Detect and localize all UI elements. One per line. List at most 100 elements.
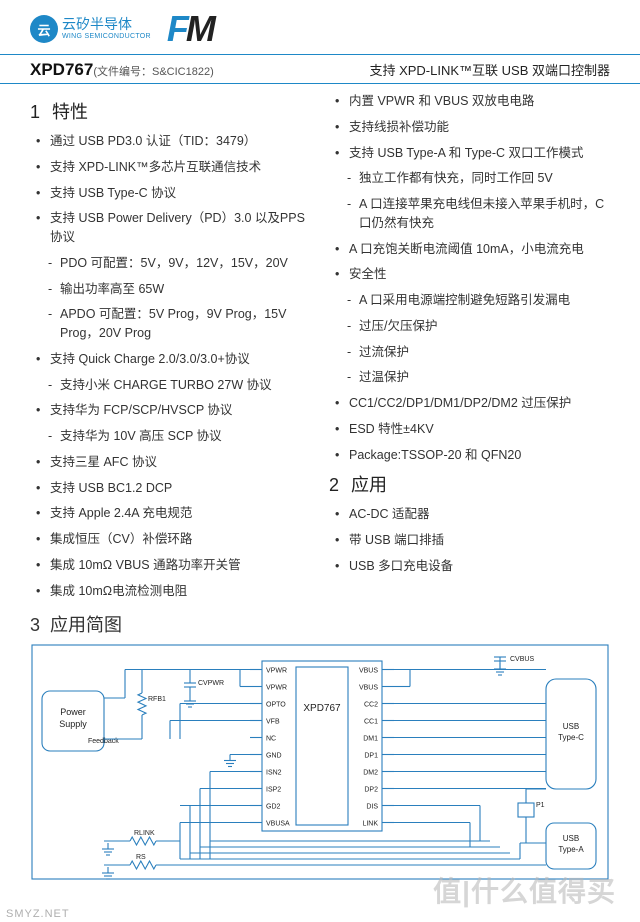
svg-text:CC1: CC1 (364, 719, 378, 726)
features-heading: 1 特性 (30, 98, 311, 124)
feature-item: 支持华为 10V 高压 SCP 协议 (36, 427, 311, 446)
diagram-title: 应用简图 (50, 615, 122, 635)
fm-logo: FM (167, 8, 213, 50)
svg-text:CVPWR: CVPWR (198, 680, 224, 687)
svg-text:GND: GND (266, 753, 282, 760)
feature-item: 输出功率高至 65W (36, 280, 311, 299)
watermark: 值|什么值得买 (433, 870, 616, 910)
svg-text:Type-C: Type-C (558, 733, 584, 742)
features-title: 特性 (52, 102, 88, 122)
feature-item: 集成 10mΩ VBUS 通路功率开关管 (36, 556, 311, 575)
svg-text:ISN2: ISN2 (266, 770, 282, 777)
product-description: 支持 XPD-LINK™互联 USB 双端口控制器 (369, 55, 610, 79)
wing-logo-text: 云矽半导体 WING SEMICONDUCTOR (62, 17, 151, 40)
svg-text:DP1: DP1 (364, 753, 378, 760)
diagram-num: 3 (30, 615, 40, 635)
svg-text:Power: Power (60, 707, 86, 717)
feature-item: 通过 USB PD3.0 认证（TID：3479） (36, 132, 311, 151)
svg-text:USB: USB (563, 722, 579, 731)
svg-text:Supply: Supply (59, 719, 87, 729)
diagram-section: 3 应用简图 XPD767 VPWR VPWR OPTO VFB NC GND ISN2 ISP… (0, 611, 640, 881)
applications-list: AC-DC 适配器带 USB 端口排插 USB 多口充电设备 (329, 505, 610, 575)
title-row: XPD767(文件编号：S&CIC1822) 支持 XPD-LINK™互联 US… (0, 54, 640, 84)
features-list-right: 内置 VPWR 和 VBUS 双放电电路支持线损补偿功能支持 USB Type-… (329, 92, 610, 464)
feature-item: 支持小米 CHARGE TURBO 27W 协议 (36, 376, 311, 395)
features-list: 通过 USB PD3.0 认证（TID：3479） 支持 XPD-LINK™多芯片… (30, 132, 311, 600)
fm-m: M (186, 8, 213, 50)
left-column: 1 特性 通过 USB PD3.0 认证（TID：3479） 支持 XPD-LINK… (30, 92, 311, 607)
svg-text:DIS: DIS (366, 804, 378, 811)
content-columns: 1 特性 通过 USB PD3.0 认证（TID：3479） 支持 XPD-LINK… (0, 84, 640, 607)
feature-item: 内置 VPWR 和 VBUS 双放电电路 (335, 92, 610, 111)
part-number: XPD767 (30, 57, 93, 79)
feature-item: USB 多口充电设备 (335, 557, 610, 576)
feature-item: 集成 10mΩ电流检测电阻 (36, 582, 311, 601)
svg-text:LINK: LINK (362, 821, 378, 828)
right-column: 内置 VPWR 和 VBUS 双放电电路支持线损补偿功能支持 USB Type-… (329, 92, 610, 607)
svg-text:VBUS: VBUS (359, 668, 378, 675)
feature-item: 支持 USB BC1.2 DCP (36, 479, 311, 498)
feature-item: A 口充饱关断电流阈值 10mA，小电流充电 (335, 240, 610, 259)
watermark-brand: 值|什么值得买 (433, 876, 616, 907)
feature-item: 支持 Apple 2.4A 充电规范 (36, 504, 311, 523)
svg-text:RFB1: RFB1 (148, 696, 166, 703)
wing-en: WING SEMICONDUCTOR (62, 33, 151, 41)
feature-item: AC-DC 适配器 (335, 505, 610, 524)
svg-text:OPTO: OPTO (266, 702, 286, 709)
feature-item: ESD 特性±4KV (335, 420, 610, 439)
feature-item: 支持线损补偿功能 (335, 118, 610, 137)
diagram-heading: 3 应用简图 (30, 611, 610, 637)
svg-text:VPWR: VPWR (266, 668, 287, 675)
doc-number: (文件编号：S&CIC1822) (93, 66, 213, 78)
svg-text:CVBUS: CVBUS (510, 656, 534, 663)
feature-item: APDO 可配置：5V Prog，9V Prog，15V Prog，20V Pr… (36, 305, 311, 343)
svg-text:Type-A: Type-A (558, 845, 584, 854)
svg-text:DP2: DP2 (364, 787, 378, 794)
svg-text:VPWR: VPWR (266, 685, 287, 692)
feature-item: 独立工作都有快充，同时工作回 5V (335, 169, 610, 188)
feature-item: 过压/欠压保护 (335, 317, 610, 336)
svg-text:XPD767: XPD767 (303, 703, 341, 714)
feature-item: 支持华为 FCP/SCP/HVSCP 协议 (36, 401, 311, 420)
svg-text:DM2: DM2 (363, 770, 378, 777)
feature-item: 过流保护 (335, 343, 610, 362)
feature-item: 安全性 (335, 265, 610, 284)
feature-item: 支持 USB Type-A 和 Type-C 双口工作模式 (335, 144, 610, 163)
svg-text:CC2: CC2 (364, 702, 378, 709)
feature-item: A 口连接苹果充电线但未接入苹果手机时，C 口仍然有快充 (335, 195, 610, 233)
feature-item: 支持 Quick Charge 2.0/3.0/3.0+协议 (36, 350, 311, 369)
wing-cn: 云矽半导体 (62, 17, 151, 32)
svg-text:VBUS: VBUS (359, 685, 378, 692)
feature-item: Package:TSSOP-20 和 QFN20 (335, 446, 610, 465)
app-num: 2 (329, 475, 339, 495)
feature-item: 过温保护 (335, 368, 610, 387)
feature-item: 支持三星 AFC 协议 (36, 453, 311, 472)
svg-text:NC: NC (266, 736, 276, 743)
feature-item: CC1/CC2/DP1/DM1/DP2/DM2 过压保护 (335, 394, 610, 413)
feature-item: 支持 USB Type-C 协议 (36, 184, 311, 203)
feature-item: PDO 可配置：5V，9V，12V，15V，20V (36, 254, 311, 273)
svg-text:RLINK: RLINK (134, 830, 155, 837)
svg-text:GD2: GD2 (266, 804, 281, 811)
fm-f: F (167, 8, 186, 50)
svg-text:P1: P1 (536, 802, 545, 809)
svg-text:ISP2: ISP2 (266, 787, 281, 794)
diagram-svg: XPD767 VPWR VPWR OPTO VFB NC GND ISN2 ISP2 GD2 VBU… (30, 643, 610, 881)
feature-item: 支持 USB Power Delivery（PD）3.0 以及PPS 协议 (36, 209, 311, 247)
wing-logo-mark: 云 (30, 15, 58, 43)
svg-text:DM1: DM1 (363, 736, 378, 743)
feature-item: A 口采用电源端控制避免短路引发漏电 (335, 291, 610, 310)
svg-text:VBUSA: VBUSA (266, 821, 290, 828)
svg-text:RS: RS (136, 854, 146, 861)
app-title: 应用 (351, 475, 387, 495)
feature-item: 带 USB 端口排插 (335, 531, 610, 550)
features-num: 1 (30, 102, 40, 122)
smyz-mark: SMYZ.NET (6, 908, 70, 920)
svg-text:USB: USB (563, 834, 579, 843)
applications-heading: 2 应用 (329, 471, 610, 497)
header: 云 云矽半导体 WING SEMICONDUCTOR FM (0, 0, 640, 54)
feature-item: 支持 XPD-LINK™多芯片互联通信技术 (36, 158, 311, 177)
block-diagram: XPD767 VPWR VPWR OPTO VFB NC GND ISN2 ISP2 GD2 VBU… (30, 643, 610, 881)
svg-text:VFB: VFB (266, 719, 280, 726)
feature-item: 集成恒压（CV）补偿环路 (36, 530, 311, 549)
